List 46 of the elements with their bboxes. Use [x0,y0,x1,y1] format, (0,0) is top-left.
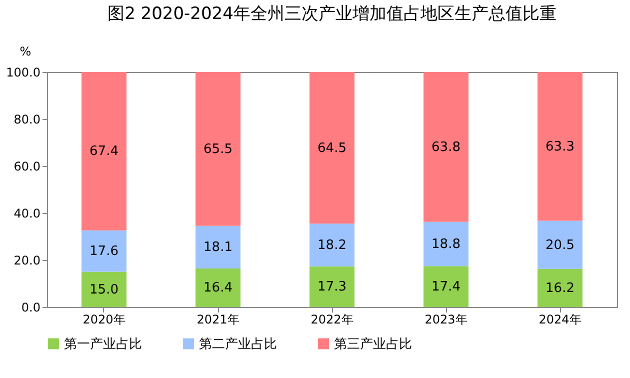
data-label: 65.5 [204,142,232,157]
y-tick-label: 80.0 [14,112,40,126]
y-tick-label: 100.0 [6,66,40,80]
data-label: 67.4 [90,144,118,160]
data-label: 15.0 [90,282,118,298]
data-label: 16.2 [546,280,574,296]
bar [310,224,354,266]
bar [196,226,240,268]
bar [310,266,354,307]
bar [82,230,126,272]
data-label: 18.1 [204,240,232,256]
data-label: 16.4 [204,280,232,296]
bar [196,268,240,307]
data-label: 18.2 [318,238,346,253]
legend-label: 第一产业占比 [64,336,142,352]
data-label: 63.3 [546,139,574,154]
bar [538,72,582,221]
data-label: 63.8 [432,140,460,155]
data-label: 64.5 [318,140,346,156]
y-tick-label: 0.0 [21,300,40,314]
data-label: 17.3 [318,280,346,295]
data-label: 17.4 [432,280,460,295]
y-axis-title: % [20,44,32,58]
bar [424,72,468,222]
bar [196,72,240,226]
y-tick-label: 60.0 [14,160,40,174]
legend-label: 第二产业占比 [199,336,277,352]
bar [82,272,126,307]
bar [538,268,582,307]
x-tick-label: 2020年 [82,312,126,326]
data-label: 20.5 [546,238,574,253]
legend-label: 第三产业占比 [334,336,412,352]
chart-title: 图2 2020-2024年全州三次产业增加值占地区生产总值比重 [108,4,556,24]
data-label: 18.8 [432,237,460,252]
x-tick-label: 2022年 [310,312,354,326]
x-tick-label: 2023年 [424,312,468,326]
y-tick-label: 40.0 [14,206,40,220]
x-tick-label: 2024年 [538,312,582,326]
bar [424,266,468,307]
bar [82,72,126,230]
data-label: 17.6 [90,244,118,260]
bar [310,72,354,224]
x-tick-label: 2021年 [196,312,240,326]
bar [538,220,582,269]
bar [424,222,468,266]
y-tick-label: 20.0 [14,254,40,268]
